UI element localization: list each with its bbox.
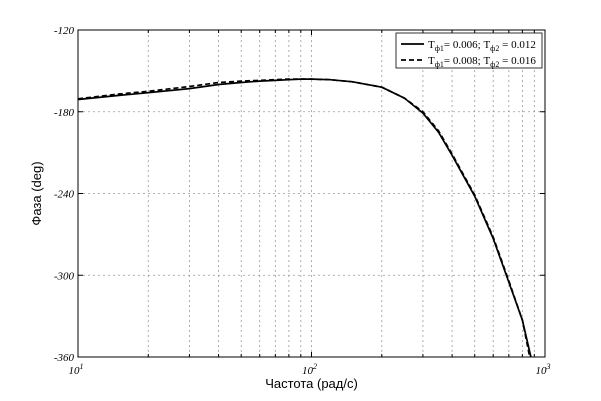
y-tick-label: -120 [54, 25, 75, 37]
series-line-dashed [77, 78, 531, 358]
y-axis-label: Фаза (deg) [29, 161, 44, 225]
x-tick-label: 103 [536, 362, 551, 377]
legend-label: Tф1= 0.006; Tф2 = 0.012 [428, 39, 536, 53]
x-tick-label: 101 [69, 362, 84, 377]
series-line-solid [77, 78, 532, 358]
series-layer [77, 78, 532, 358]
y-tick-label: -240 [54, 189, 75, 201]
legend: Tф1= 0.006; Tф2 = 0.012 Tф1= 0.008; Tф2 =… [395, 32, 543, 69]
y-tick-label: -180 [54, 107, 75, 119]
x-tick-label: 102 [302, 362, 317, 377]
y-tick-label: -360 [54, 352, 75, 364]
legend-label: Tф1= 0.008; Tф2 = 0.016 [428, 55, 536, 69]
legend-box [395, 32, 543, 69]
x-axis-label: Частота (рад/с) [265, 376, 358, 391]
y-tick-label: -300 [54, 270, 75, 282]
